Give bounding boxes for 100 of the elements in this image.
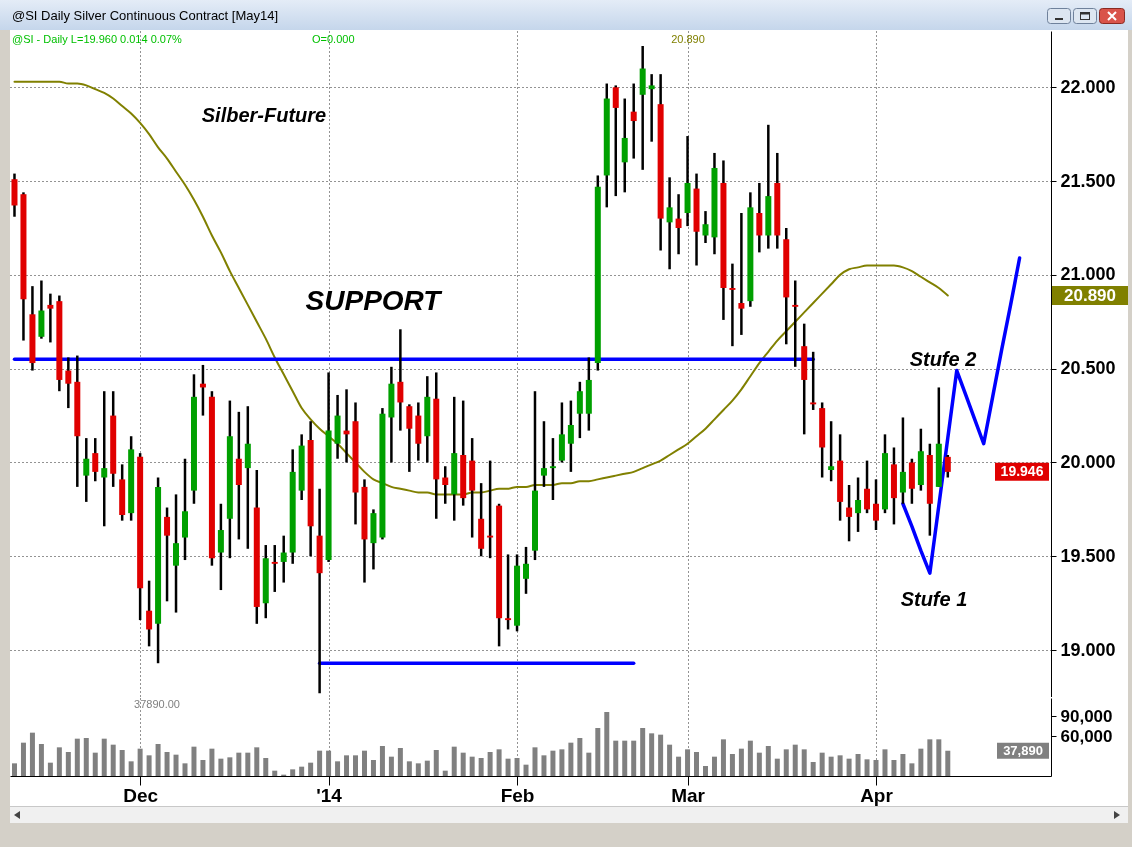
annotation: Silber-Future [201, 104, 327, 126]
candlestick [846, 483, 853, 543]
candlestick [702, 209, 709, 245]
bar [936, 739, 942, 776]
bar [173, 754, 179, 776]
bar [74, 738, 80, 776]
annotation: 37890.00 [134, 698, 180, 710]
bar [236, 752, 242, 776]
bar [487, 752, 493, 776]
y-tick-label: 20.500 [1060, 358, 1116, 379]
bar [729, 754, 735, 776]
bar [837, 755, 843, 776]
y-tick-label: 19.500 [1060, 545, 1116, 566]
bar [478, 758, 484, 776]
bar [424, 760, 430, 776]
bar [694, 752, 700, 776]
bar [191, 746, 197, 776]
bar [317, 750, 323, 776]
bar [460, 752, 466, 776]
bar [146, 755, 152, 776]
y-tick-label: 90,000 [1060, 706, 1113, 726]
bar [604, 712, 610, 776]
y-tick-label: 19.000 [1060, 639, 1116, 660]
candlestick [792, 279, 799, 369]
bar [685, 749, 691, 776]
candlestick [873, 478, 879, 532]
bar [873, 760, 879, 776]
bar [361, 750, 367, 776]
annotation: Stufe 1 [900, 588, 968, 610]
bar [137, 748, 143, 776]
bar [864, 759, 870, 776]
bar [945, 750, 951, 776]
bar [640, 728, 646, 776]
candlestick [567, 399, 574, 474]
bar [631, 740, 637, 776]
bar [218, 758, 224, 776]
bar [909, 763, 915, 776]
bar [469, 756, 475, 776]
y-tick-label: 21.500 [1060, 170, 1116, 191]
bar [308, 762, 314, 776]
bar [586, 752, 592, 776]
bar [541, 755, 547, 776]
bar [622, 740, 628, 776]
candlestick [83, 436, 90, 504]
text: 20.890 [1064, 285, 1116, 305]
x-tick-label: Mar [671, 784, 706, 806]
candlestick [828, 419, 835, 483]
annotation: Stufe 2 [909, 348, 977, 370]
bar [245, 752, 251, 776]
bar [550, 750, 556, 776]
bar [406, 761, 412, 776]
bar [720, 739, 726, 776]
candlestick [675, 192, 682, 256]
bar [227, 757, 233, 776]
bar [595, 728, 601, 776]
bar [783, 749, 789, 776]
bar [299, 766, 305, 776]
bar [128, 761, 134, 776]
bar [20, 742, 26, 776]
bar [451, 746, 457, 776]
bar [613, 740, 619, 776]
candlestick [899, 416, 906, 506]
candlestick [101, 389, 108, 528]
bar [335, 761, 341, 776]
bar [263, 758, 269, 776]
bar [370, 760, 376, 776]
bar [828, 756, 834, 776]
bar [846, 758, 852, 776]
annotation: O=0.000 [312, 33, 355, 45]
bar [658, 734, 664, 776]
candlestick [47, 292, 54, 344]
bar [496, 749, 502, 776]
annotation: 20.890 [671, 33, 705, 45]
annotation: 37,890 [1003, 742, 1043, 758]
bar [667, 744, 673, 776]
bar [918, 748, 924, 776]
bar [855, 754, 861, 776]
chart-subtitle: @SI - Daily L=19.960 0.014 0.07% [12, 33, 183, 45]
bar [164, 752, 170, 776]
candlestick [855, 476, 862, 534]
bar [568, 742, 574, 776]
bar [110, 744, 116, 776]
bar [344, 755, 350, 776]
bar [182, 763, 188, 776]
bar [738, 748, 744, 776]
bar [47, 762, 53, 776]
x-tick-label: Feb [500, 784, 535, 806]
bar [415, 763, 421, 776]
y-tick-label: 20.000 [1060, 451, 1116, 472]
bar [882, 749, 888, 776]
bar [810, 762, 816, 776]
bar [532, 747, 538, 776]
bar [676, 756, 682, 776]
bar [711, 756, 717, 776]
bar [703, 766, 708, 776]
bar [774, 758, 780, 776]
x-tick-label: Apr [860, 784, 894, 806]
bar [353, 755, 358, 776]
candlestick [164, 506, 171, 603]
bar [756, 752, 762, 776]
